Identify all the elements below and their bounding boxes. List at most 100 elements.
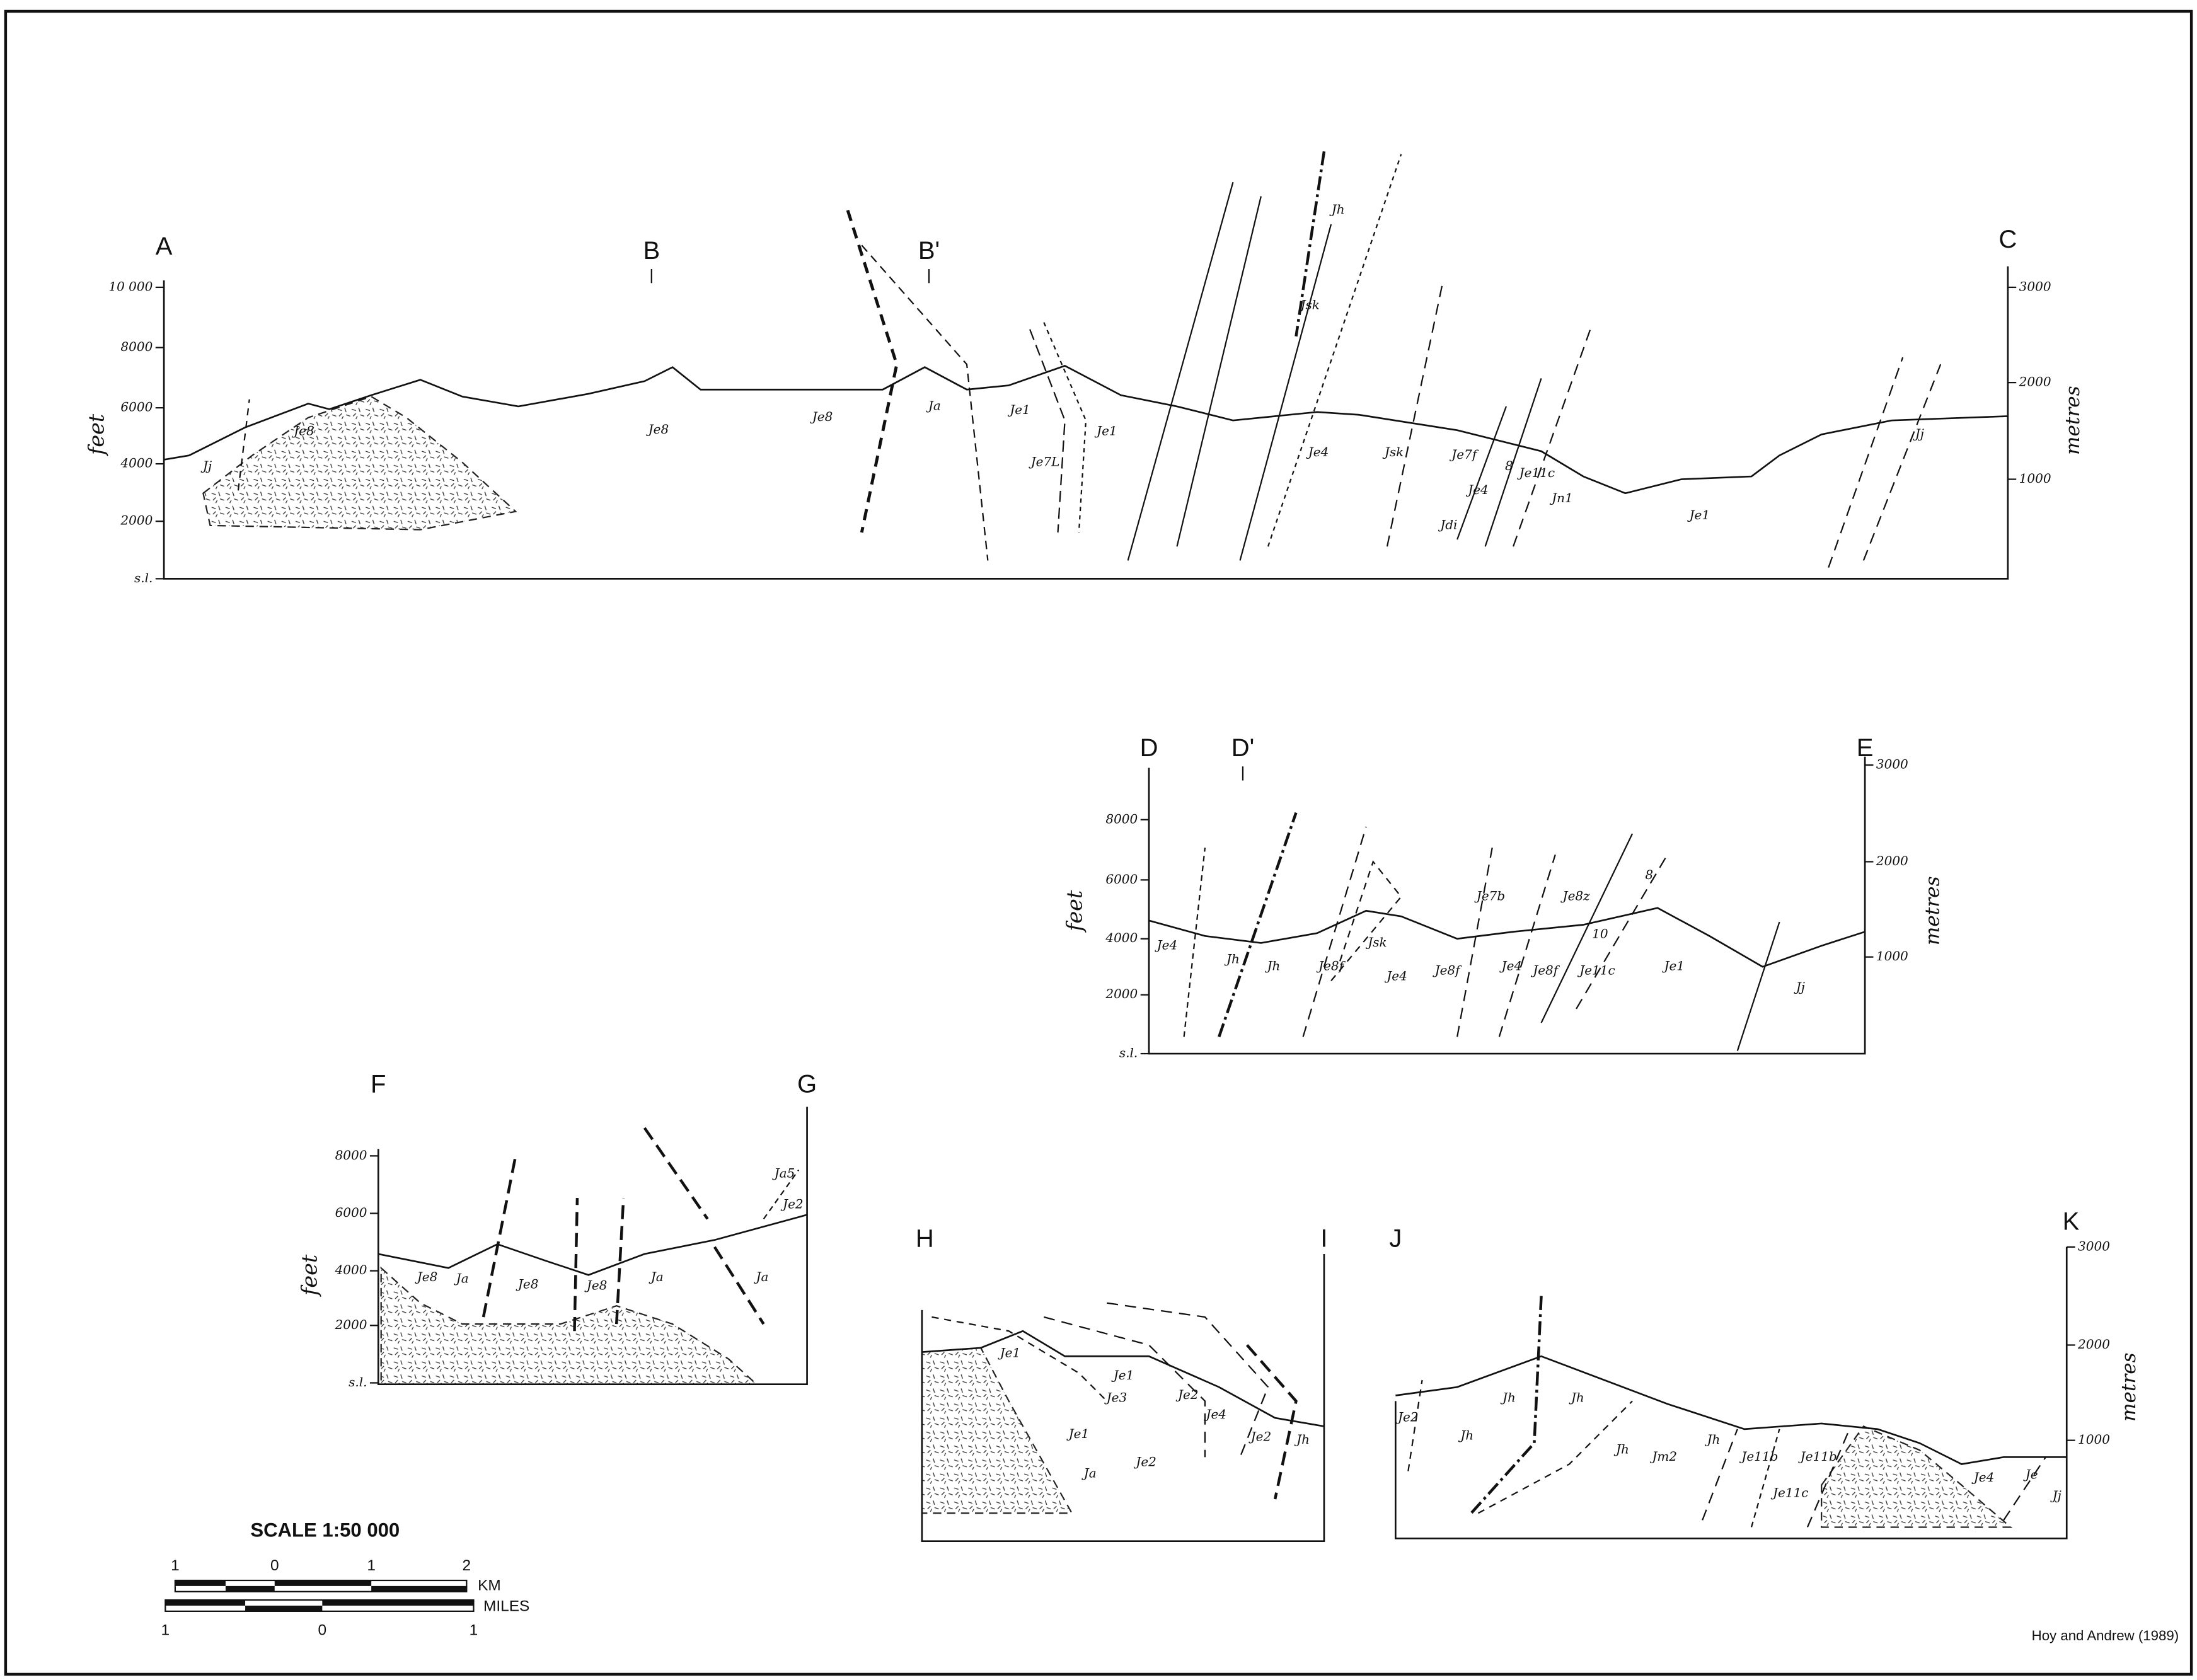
unit-label: Je8 xyxy=(584,1278,608,1293)
scale-fill xyxy=(165,1600,245,1606)
unit-label: Je8f xyxy=(1530,962,1560,977)
unit-label: Je1 xyxy=(1687,507,1710,522)
unit-label: Ja xyxy=(926,398,941,413)
unit-label: Jsk xyxy=(1382,444,1404,459)
unit-label: Je4 xyxy=(1306,444,1329,459)
unit-label: Je4 xyxy=(1971,1470,1995,1485)
axis-title: metres xyxy=(1922,876,1944,945)
scale-title: SCALE 1:50 000 xyxy=(250,1519,400,1541)
unit-label: Jh xyxy=(1294,1432,1310,1447)
unit-label: Je8 xyxy=(810,409,833,424)
unit-label: Jh xyxy=(1264,958,1280,974)
unit-label: 10 xyxy=(1592,926,1608,941)
y-tick-label: 2000 xyxy=(2077,1337,2110,1352)
y-tick-label: 3000 xyxy=(2078,1238,2110,1253)
figure: ACBB'10 0008000600040002000s.l.300020001… xyxy=(0,0,2197,1680)
y-tick-label: 6000 xyxy=(1105,872,1138,887)
unit-label: Ja5 xyxy=(772,1166,795,1181)
y-tick-label: 6000 xyxy=(120,400,153,415)
scale-tick-label: 1 xyxy=(171,1557,180,1574)
fault-trace xyxy=(848,210,897,532)
unit-label: Je8z xyxy=(1560,889,1591,904)
unit-label: Jh xyxy=(1500,1389,1516,1405)
unit-label: Je4 xyxy=(1203,1407,1226,1422)
unit-label: Je11b xyxy=(1739,1449,1778,1464)
fault-trace xyxy=(1247,1345,1296,1499)
y-tick-label: s.l. xyxy=(1119,1045,1138,1061)
border xyxy=(6,11,2191,1674)
fault-trace xyxy=(1184,848,1205,1037)
fault-trace xyxy=(1751,1429,1779,1528)
unit-label: Jj xyxy=(200,458,212,473)
unit-label: Jn1 xyxy=(1549,490,1573,505)
unit-label: Je8f xyxy=(1316,958,1346,974)
unit-label: Je11c xyxy=(1770,1485,1809,1500)
unit-label: Jj xyxy=(2050,1488,2061,1503)
scale-tick-label: 1 xyxy=(367,1557,376,1574)
unit-label: Jh xyxy=(1224,952,1240,967)
fault-trace xyxy=(1457,848,1492,1037)
scale-fill xyxy=(245,1606,322,1611)
section-end-label: H xyxy=(916,1224,934,1252)
unit-label: Jm2 xyxy=(1649,1449,1677,1464)
unit-label: Je2 xyxy=(1248,1429,1272,1444)
unit-label: Jh xyxy=(1569,1389,1584,1405)
unit-label: Jj xyxy=(1913,426,1924,441)
topography xyxy=(1395,1356,2067,1464)
unit-label: Jsk xyxy=(1298,297,1320,312)
unit-label: Jh xyxy=(1613,1442,1629,1457)
section-end-label: G xyxy=(797,1071,817,1098)
section-end-label: C xyxy=(1998,226,2017,253)
fault-trace xyxy=(715,1247,764,1324)
y-tick-label: 4000 xyxy=(1105,930,1138,945)
unit-label: Je4 xyxy=(1155,937,1178,952)
unit-label: Ja xyxy=(753,1269,768,1284)
unit-label: Je2 xyxy=(780,1197,804,1212)
fault-trace xyxy=(1864,364,1940,560)
y-tick-label: 3000 xyxy=(1876,757,1908,772)
unit-label: Je2 xyxy=(1133,1454,1156,1470)
unit-label: Jh xyxy=(1329,202,1345,217)
unit-label: Je7b xyxy=(1474,889,1505,904)
unit-label: Ja xyxy=(1081,1466,1097,1481)
section-end-label: J xyxy=(1389,1224,1402,1252)
fault-trace xyxy=(1457,406,1506,539)
unit-label: Jj xyxy=(1794,979,1805,994)
unit-label: Je8 xyxy=(516,1276,539,1291)
section-end-label: D xyxy=(1140,734,1158,762)
y-tick-label: s.l. xyxy=(349,1374,367,1389)
unit-label: Je2 xyxy=(1175,1387,1199,1402)
unit-label: Je2 xyxy=(1395,1410,1419,1425)
fault-trace xyxy=(1219,813,1296,1037)
fault-trace xyxy=(862,245,988,560)
y-tick-label: 8000 xyxy=(1105,811,1138,826)
y-tick-label: s.l. xyxy=(134,570,153,585)
unit-label: Je4 xyxy=(1499,958,1523,974)
unit-label: Ja xyxy=(649,1269,664,1284)
fault-trace xyxy=(1478,1401,1632,1513)
y-tick-label: 2000 xyxy=(335,1317,367,1332)
axes xyxy=(164,267,2008,579)
scale-fill xyxy=(175,1580,226,1586)
scale-tick-label: 1 xyxy=(470,1621,478,1638)
fault-trace xyxy=(1387,280,1443,546)
fault-trace xyxy=(1499,854,1555,1037)
unit-label: Je8 xyxy=(291,423,314,438)
fault-trace xyxy=(1828,357,1903,567)
y-tick-label: 10 000 xyxy=(108,279,153,294)
section-end-label: F xyxy=(371,1071,386,1098)
fault-trace xyxy=(1303,827,1366,1037)
scale-fill xyxy=(322,1600,473,1606)
unit-label: Je8 xyxy=(646,422,669,437)
section-end-label: A xyxy=(156,233,173,260)
intrusion xyxy=(922,1348,1072,1513)
fault-trace xyxy=(1128,182,1233,560)
fault-trace xyxy=(645,1128,708,1219)
credit: Hoy and Andrew (1989) xyxy=(2032,1628,2179,1643)
unit-label: Jsk xyxy=(1365,935,1387,950)
unit-label: Je xyxy=(2023,1467,2038,1482)
fault-trace xyxy=(1030,330,1065,532)
unit-label: Je1 xyxy=(998,1345,1021,1360)
axis-title: feet xyxy=(1062,890,1087,933)
scale-unit: KM xyxy=(478,1577,501,1594)
